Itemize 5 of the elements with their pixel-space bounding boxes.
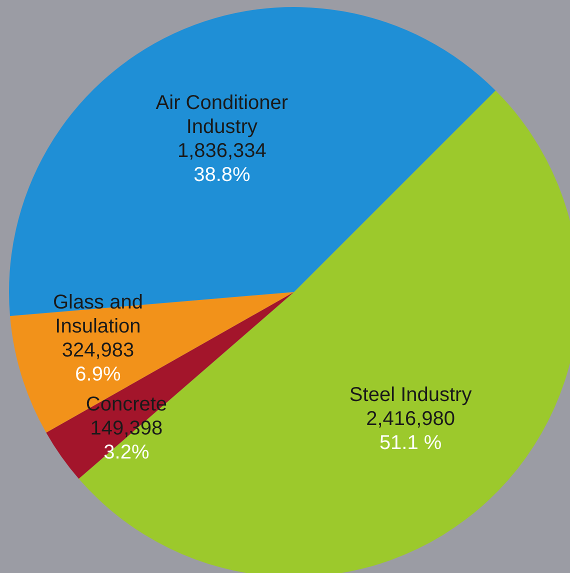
slice-label: Steel Industry: [349, 384, 472, 406]
data-label: 2,416,980 51.1 %: [366, 408, 456, 454]
slice-label: Air Conditioner Industry: [156, 92, 288, 138]
data-label: 324,983 6.9%: [62, 340, 134, 386]
data-label: 1,836,334 38.8%: [177, 140, 266, 186]
